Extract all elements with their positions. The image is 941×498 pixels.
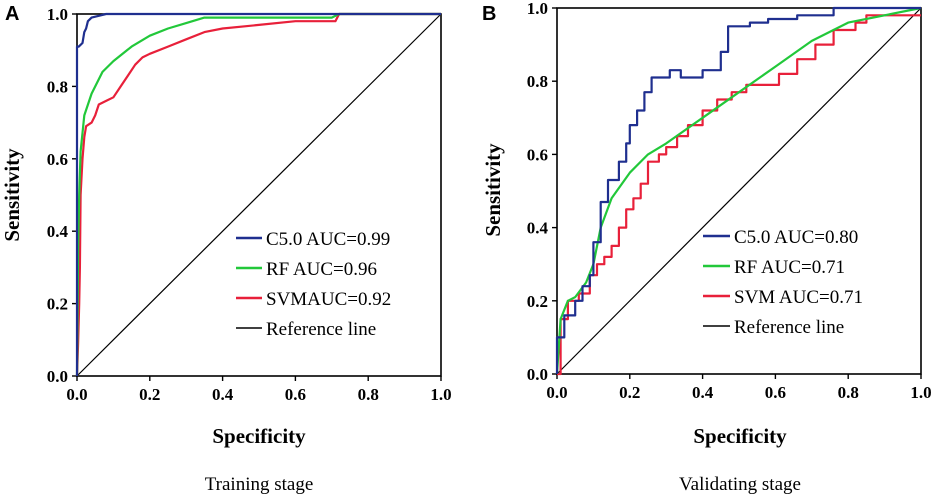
panel-b-label: B [482,3,496,25]
panel-b-x-tick-label: 1.0 [910,383,931,402]
panel-b-x-tick-label: 0.4 [692,383,714,402]
panel-a-y-tick-label: 0.0 [47,367,68,386]
panel-b-y-tick-label: 1.0 [527,0,548,18]
panel-a-x-tick-label: 0.0 [66,385,87,404]
panel-a-legend-label-c50: C5.0 AUC=0.99 [266,229,390,250]
panel-b: B Sensitivity Specificity Validating sta… [481,0,932,495]
panel-b-x-tick-label: 0.8 [838,383,859,402]
panel-b-y-tick-label: 0.8 [527,72,548,91]
panel-b-series-rf-line [555,6,922,375]
panel-a-label: A [5,3,19,25]
panel-b-y-tick-label: 0.6 [527,145,548,164]
panel-b-legend-label-reference: Reference line [734,317,844,338]
panel-a: A Sensitivity Specificity Training stage… [0,3,452,495]
panel-b-plot-frame [556,7,922,375]
panel-a-x-tick-label: 1.0 [430,385,451,404]
panel-a-series-svm-line [75,12,441,377]
panel-b-y-tick-label: 0.0 [527,365,548,384]
panel-b-caption: Validating stage [679,474,801,495]
panel-a-y-tick-label: 0.8 [47,77,68,96]
panel-a-xlabel: Specificity [212,424,306,448]
panel-a-series-c50-line [75,12,441,376]
panel-a-y-tick-label: 0.4 [47,222,69,241]
panel-b-legend-label-rf: RF AUC=0.71 [734,257,845,278]
panel-b-x-tick-label: 0.6 [765,383,786,402]
panel-a-x-tick-label: 0.2 [139,385,160,404]
panel-a-x-tick-label: 0.6 [285,385,306,404]
panel-a-series-rf-line [75,12,441,377]
panel-a-series-reference-line [76,13,442,377]
panel-a-y-tick-label: 0.2 [47,295,68,314]
panel-a-x-tick-label: 0.4 [212,385,234,404]
panel-a-legend-label-rf: RF AUC=0.96 [266,259,377,280]
panel-a-ylabel: Sensitivity [0,148,24,242]
panel-b-x-tick-label: 0.2 [619,383,640,402]
panel-a-caption: Training stage [205,474,314,495]
panel-a-x-tick-label: 0.8 [358,385,379,404]
panel-b-legend-label-c50: C5.0 AUC=0.80 [734,227,858,248]
panel-b-x-tick-label: 0.0 [546,383,567,402]
panel-b-series-c50-line [555,6,921,374]
panel-b-legend-label-svm: SVM AUC=0.71 [734,287,863,308]
panel-b-xlabel: Specificity [693,424,787,448]
panel-b-y-tick-label: 0.2 [527,292,548,311]
panel-a-legend-label-reference: Reference line [266,319,376,340]
panel-b-ylabel: Sensitivity [481,143,505,237]
panel-b-series-svm-line [557,14,921,376]
panel-a-legend-label-svm: SVMAUC=0.92 [266,289,391,310]
panel-a-y-tick-label: 0.6 [47,150,68,169]
panel-b-series-reference-line [556,7,922,375]
panel-a-y-tick-label: 1.0 [47,5,68,24]
panel-b-y-tick-label: 0.4 [527,219,549,238]
